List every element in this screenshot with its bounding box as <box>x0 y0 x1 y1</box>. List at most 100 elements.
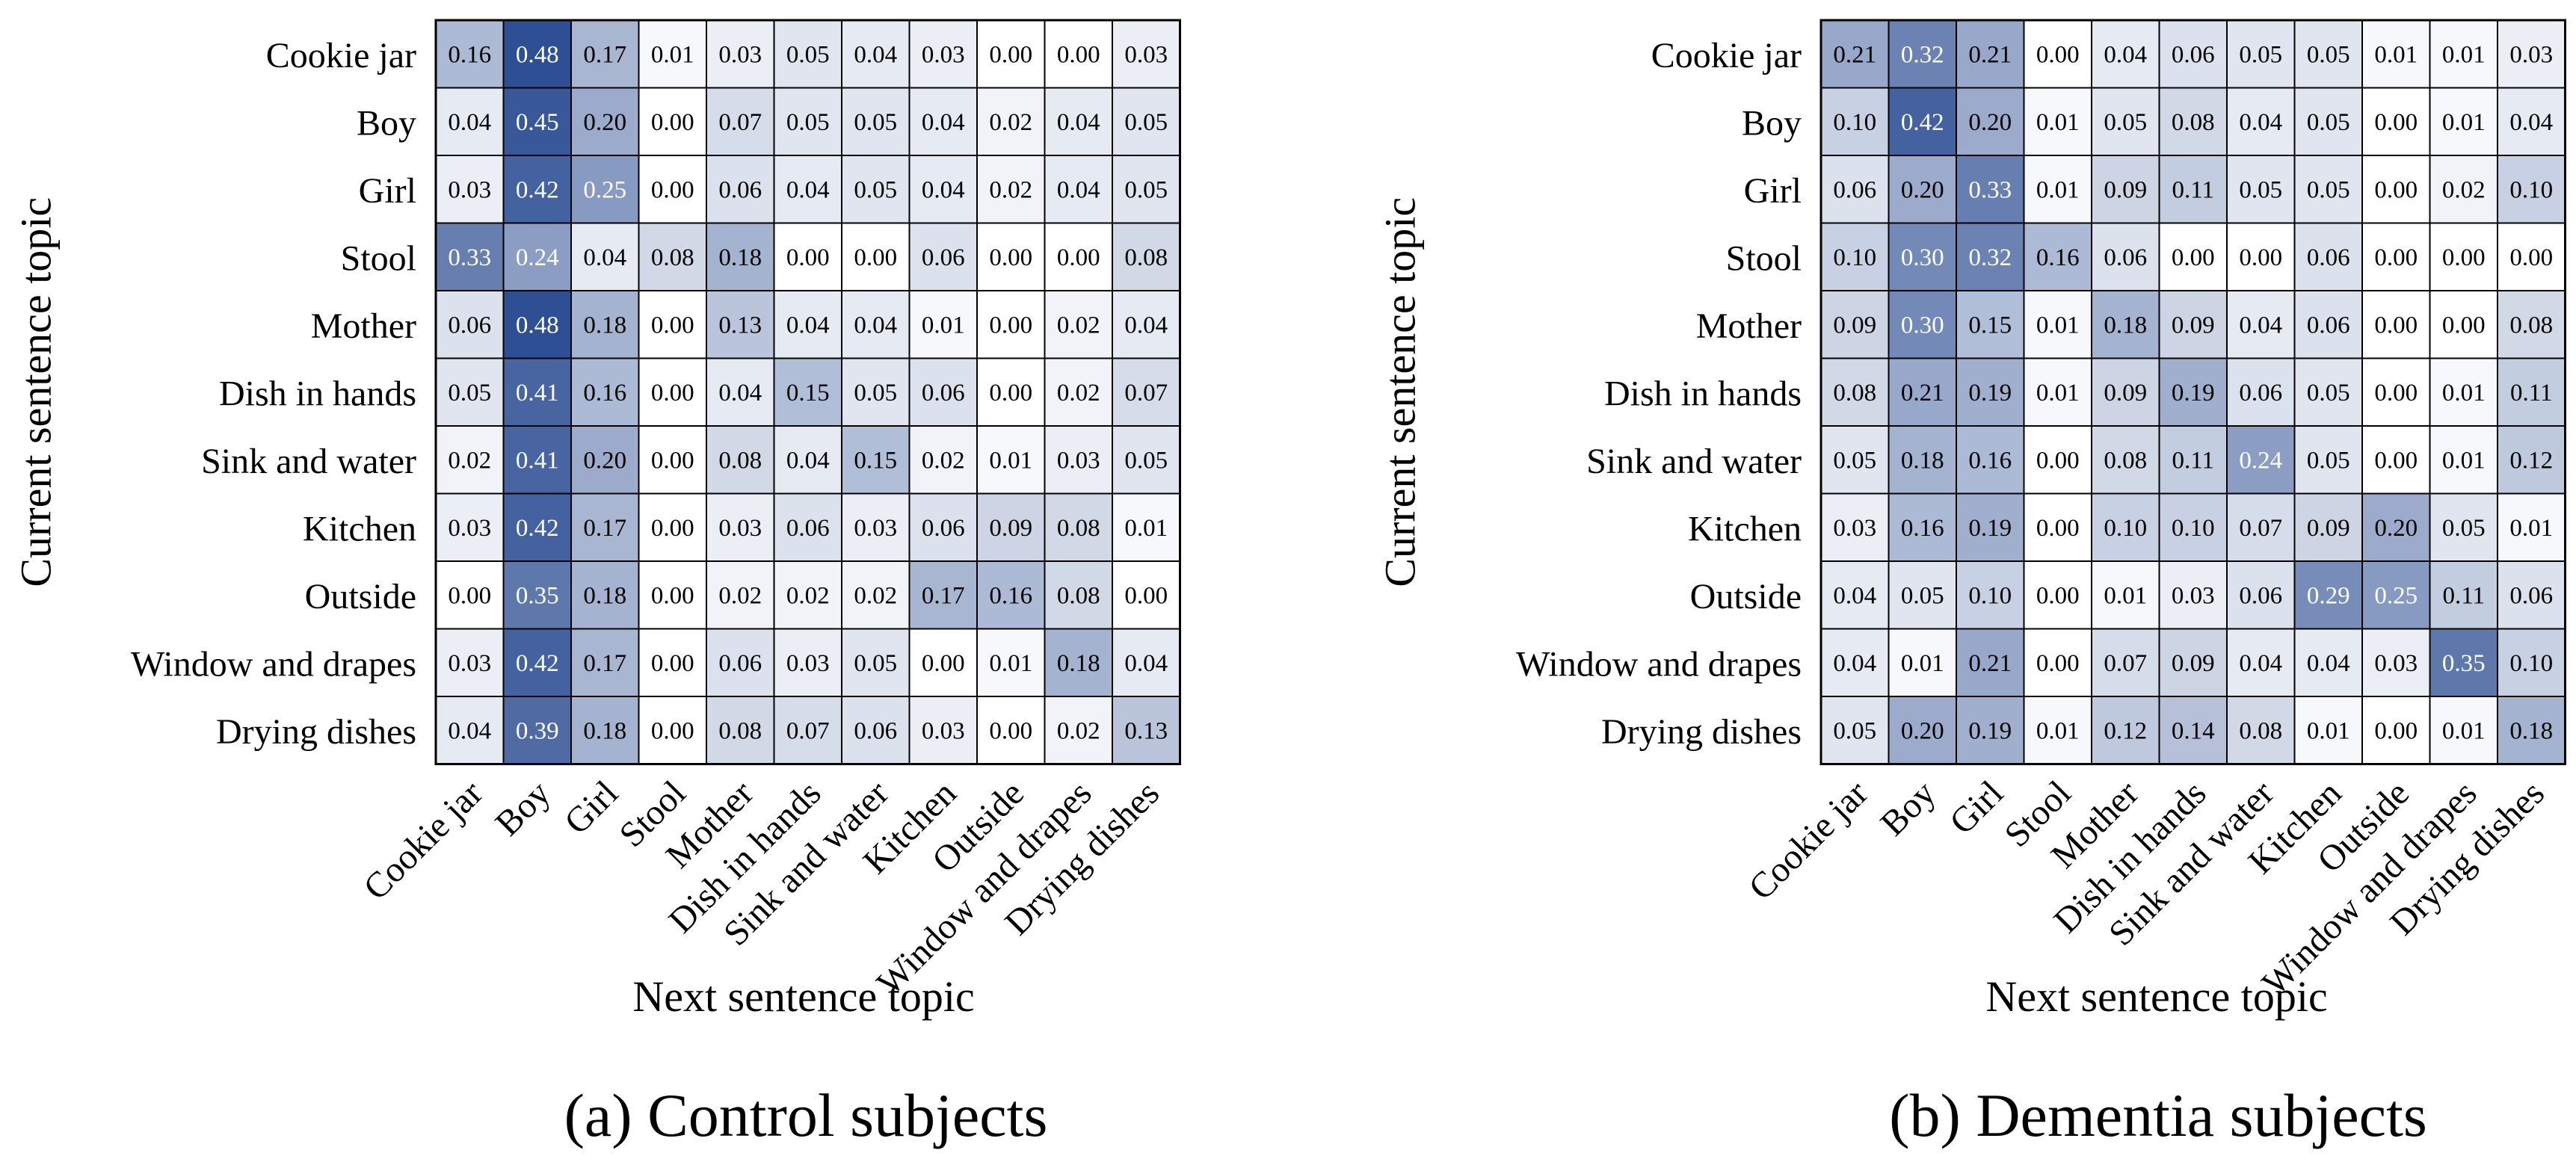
control-cell-value: 0.07 <box>786 717 830 744</box>
dementia-cell-value: 0.18 <box>2509 717 2553 744</box>
dementia-cell-value: 0.01 <box>2509 515 2553 542</box>
control-cell-value: 0.00 <box>651 176 694 203</box>
control-cell-value: 0.03 <box>922 717 965 744</box>
control-heatmap-cell <box>435 19 505 89</box>
dementia-cell-value: 0.29 <box>2307 582 2350 609</box>
control-cell-value: 0.17 <box>922 582 965 609</box>
control-cell-value: 0.02 <box>854 582 897 609</box>
dementia-cell-value: 0.18 <box>1901 447 1944 474</box>
control-cell-value: 0.08 <box>718 717 762 744</box>
control-cell-value: 0.18 <box>718 244 762 271</box>
control-cell-value: 0.18 <box>583 312 626 339</box>
dementia-heatmap-cell <box>2226 560 2296 630</box>
control-cell-value: 0.02 <box>718 582 762 609</box>
dementia-row-label: Outside <box>1690 577 1802 616</box>
control-cell-value: 0.20 <box>583 447 626 474</box>
control-heatmap-cell <box>976 560 1046 630</box>
control-heatmap-cell <box>1044 19 1113 89</box>
dementia-cell-value: 0.09 <box>2104 176 2147 203</box>
dementia-heatmap-cell <box>2091 19 2160 89</box>
control-heatmap-cell <box>773 19 842 89</box>
control-cell-value: 0.05 <box>854 650 897 677</box>
control-heatmap-cell <box>706 696 775 765</box>
dementia-cell-value: 0.09 <box>2172 312 2215 339</box>
control-heatmap-cell <box>773 628 842 697</box>
dementia-heatmap-cell <box>2226 19 2296 89</box>
control-cell-value: 0.00 <box>854 244 897 271</box>
control-cell-value: 0.06 <box>922 380 965 407</box>
control-cell-value: 0.03 <box>448 515 491 542</box>
control-heatmap-cell <box>706 290 775 359</box>
dementia-cell-value: 0.06 <box>2172 41 2215 68</box>
control-heatmap-cell <box>841 87 910 156</box>
dementia-col-label: Girl <box>1942 773 2011 842</box>
dementia-heatmap-cell <box>1956 696 2025 765</box>
dementia-cell-value: 0.16 <box>1901 515 1944 542</box>
dementia-heatmap-cell <box>2497 155 2566 224</box>
control-heatmap-cell <box>638 357 707 427</box>
dementia-cell-value: 0.05 <box>2307 176 2350 203</box>
control-cell-value: 0.42 <box>516 650 559 677</box>
dementia-cell-value: 0.03 <box>1833 515 1876 542</box>
dementia-cell-value: 0.35 <box>2442 650 2486 677</box>
dementia-cell-value: 0.25 <box>2374 582 2418 609</box>
control-cell-value: 0.04 <box>448 717 491 744</box>
dementia-heatmap-cell <box>2429 19 2498 89</box>
dementia-x-axis-label: Next sentence topic <box>1985 972 2327 1021</box>
dementia-cell-value: 0.00 <box>2374 380 2418 407</box>
dementia-cell-value: 0.04 <box>1833 650 1876 677</box>
control-cell-value: 0.00 <box>651 650 694 677</box>
dementia-cell-value: 0.06 <box>2307 312 2350 339</box>
dementia-heatmap-cell <box>1956 222 2025 291</box>
dementia-heatmap-cell <box>2429 222 2498 291</box>
control-heatmap-cell <box>638 222 707 291</box>
dementia-heatmap-cell <box>2293 222 2363 291</box>
dementia-heatmap-cell <box>1820 222 1890 291</box>
dementia-cell-value: 0.00 <box>2239 244 2282 271</box>
control-cell-value: 0.41 <box>516 447 559 474</box>
control-heatmap-cell <box>570 290 640 359</box>
control-row-label: Cookie jar <box>266 36 416 75</box>
dementia-cell-value: 0.30 <box>1901 244 1944 271</box>
control-cell-value: 0.08 <box>1057 515 1100 542</box>
dementia-heatmap-cell <box>2023 560 2092 630</box>
dementia-cell-value: 0.01 <box>2036 380 2080 407</box>
dementia-cell-value: 0.32 <box>1968 244 2012 271</box>
control-row-label: Stool <box>341 238 416 278</box>
control-cell-value: 0.17 <box>583 650 626 677</box>
control-cell-value: 0.03 <box>448 650 491 677</box>
control-heatmap-cell <box>435 560 505 630</box>
dementia-heatmap-cell <box>2361 628 2431 697</box>
dementia-cell-value: 0.10 <box>2172 515 2215 542</box>
control-heatmap-cell <box>976 222 1046 291</box>
control-cell-value: 0.04 <box>854 41 897 68</box>
control-heatmap-cell <box>1044 425 1113 495</box>
control-row-label: Girl <box>359 171 416 211</box>
dementia-cell-value: 0.01 <box>2442 380 2486 407</box>
dementia-heatmap-cell <box>1956 492 2025 562</box>
control-cell-value: 0.03 <box>1124 41 1168 68</box>
control-heatmap-cell <box>502 425 572 495</box>
control-heatmap-cell <box>908 696 978 765</box>
dementia-heatmap-cell <box>2497 290 2566 359</box>
dementia-cell-value: 0.11 <box>2442 582 2485 609</box>
control-heatmap-cell <box>570 628 640 697</box>
dementia-heatmap-cell <box>2091 87 2160 156</box>
dementia-cell-value: 0.20 <box>2374 515 2418 542</box>
dementia-row-label: Sink and water <box>1586 442 1802 481</box>
control-cell-value: 0.00 <box>651 380 694 407</box>
dementia-heatmap-cell <box>2293 87 2363 156</box>
dementia-cell-value: 0.10 <box>2509 176 2553 203</box>
dementia-cell-value: 0.21 <box>1833 41 1876 68</box>
control-heatmap-cell <box>435 425 505 495</box>
dementia-cell-value: 0.21 <box>1901 380 1944 407</box>
dementia-heatmap-cell <box>2158 628 2228 697</box>
dementia-cell-value: 0.00 <box>2374 447 2418 474</box>
control-heatmap-cell <box>773 696 842 765</box>
dementia-cell-value: 0.00 <box>2036 515 2080 542</box>
dementia-cell-value: 0.07 <box>2239 515 2282 542</box>
dementia-cell-value: 0.01 <box>2442 41 2486 68</box>
control-col-label: Girl <box>557 773 626 842</box>
dementia-heatmap-cell <box>2293 560 2363 630</box>
